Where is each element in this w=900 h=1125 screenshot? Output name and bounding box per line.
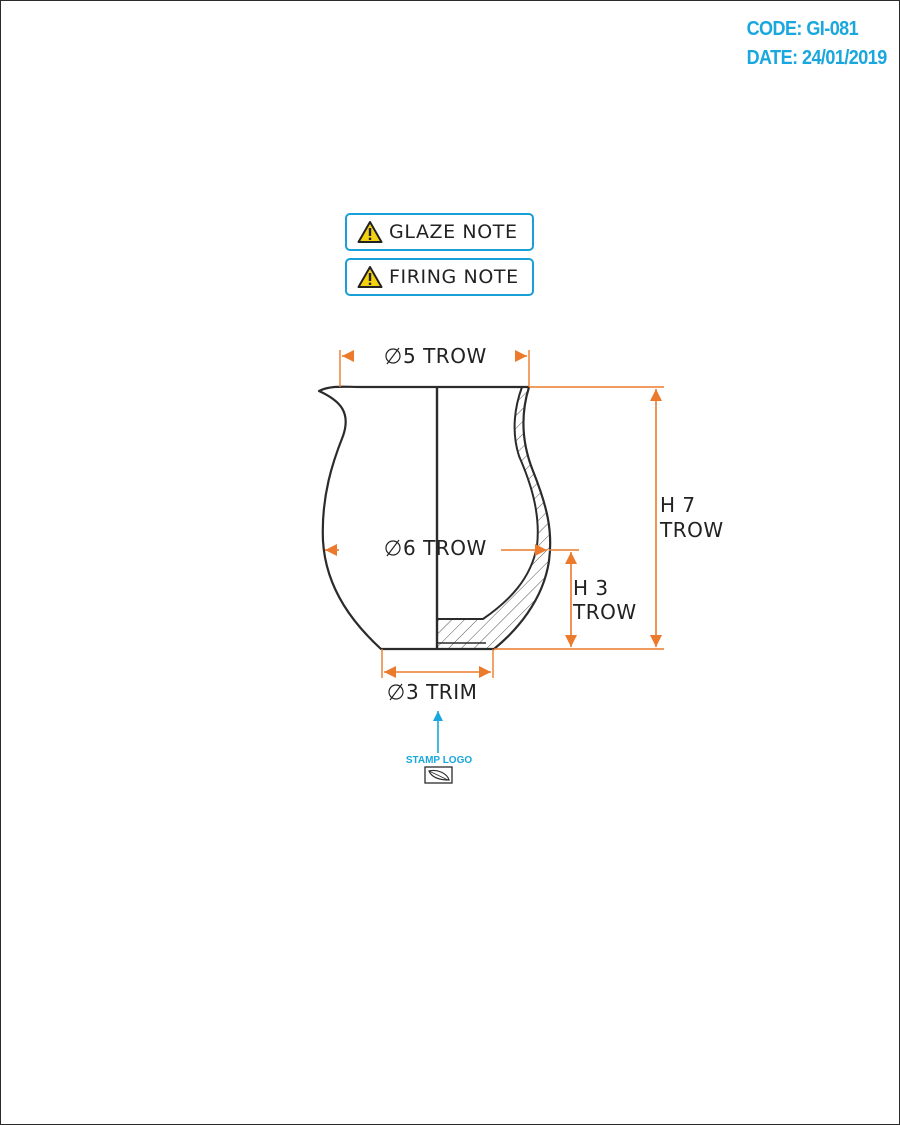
wall-section [437,387,551,649]
top-diameter-label: 5 TROW [403,344,487,368]
diameter-symbol [385,348,401,364]
drawing-date: DATE: 24/01/2019 [746,47,888,69]
belly-height-label-line1: H 3 [573,576,609,600]
glaze-note-button[interactable]: GLAZE NOTE [345,213,534,251]
diameter-symbol [385,540,401,556]
warning-icon [357,221,383,243]
diameter-symbol [388,684,404,700]
warning-icon [357,266,383,288]
top-diameter-dimension: 5 TROW [339,344,530,387]
inner-wall-line [437,386,539,620]
firing-note-button[interactable]: FIRING NOTE [345,258,534,296]
foot-diameter-dimension: 3 TRIM [381,649,494,704]
glaze-note-label: GLAZE NOTE [389,221,518,243]
stamp-logo-label: STAMP LOGO [406,755,473,766]
belly-diameter-label: 6 TROW [403,536,487,560]
total-height-dimension: H 7 TROW [494,386,724,650]
belly-diameter-dimension: 6 TROW [325,536,547,560]
belly-height-dimension: H 3 TROW [549,549,637,647]
firing-note-label: FIRING NOTE [389,266,519,288]
title-block: CODE: GI-081 DATE: 24/01/2019 [746,15,888,73]
belly-height-label-line2: TROW [572,600,637,624]
drawing-code: CODE: GI-081 [746,18,859,40]
total-height-label-line2: TROW [659,518,724,542]
foot-diameter-label: 3 TRIM [406,680,477,704]
total-height-label-line1: H 7 [660,493,696,517]
stamp-callout: STAMP LOGO [406,711,473,784]
leaf-icon [424,766,453,784]
pitcher-outline [317,385,552,651]
